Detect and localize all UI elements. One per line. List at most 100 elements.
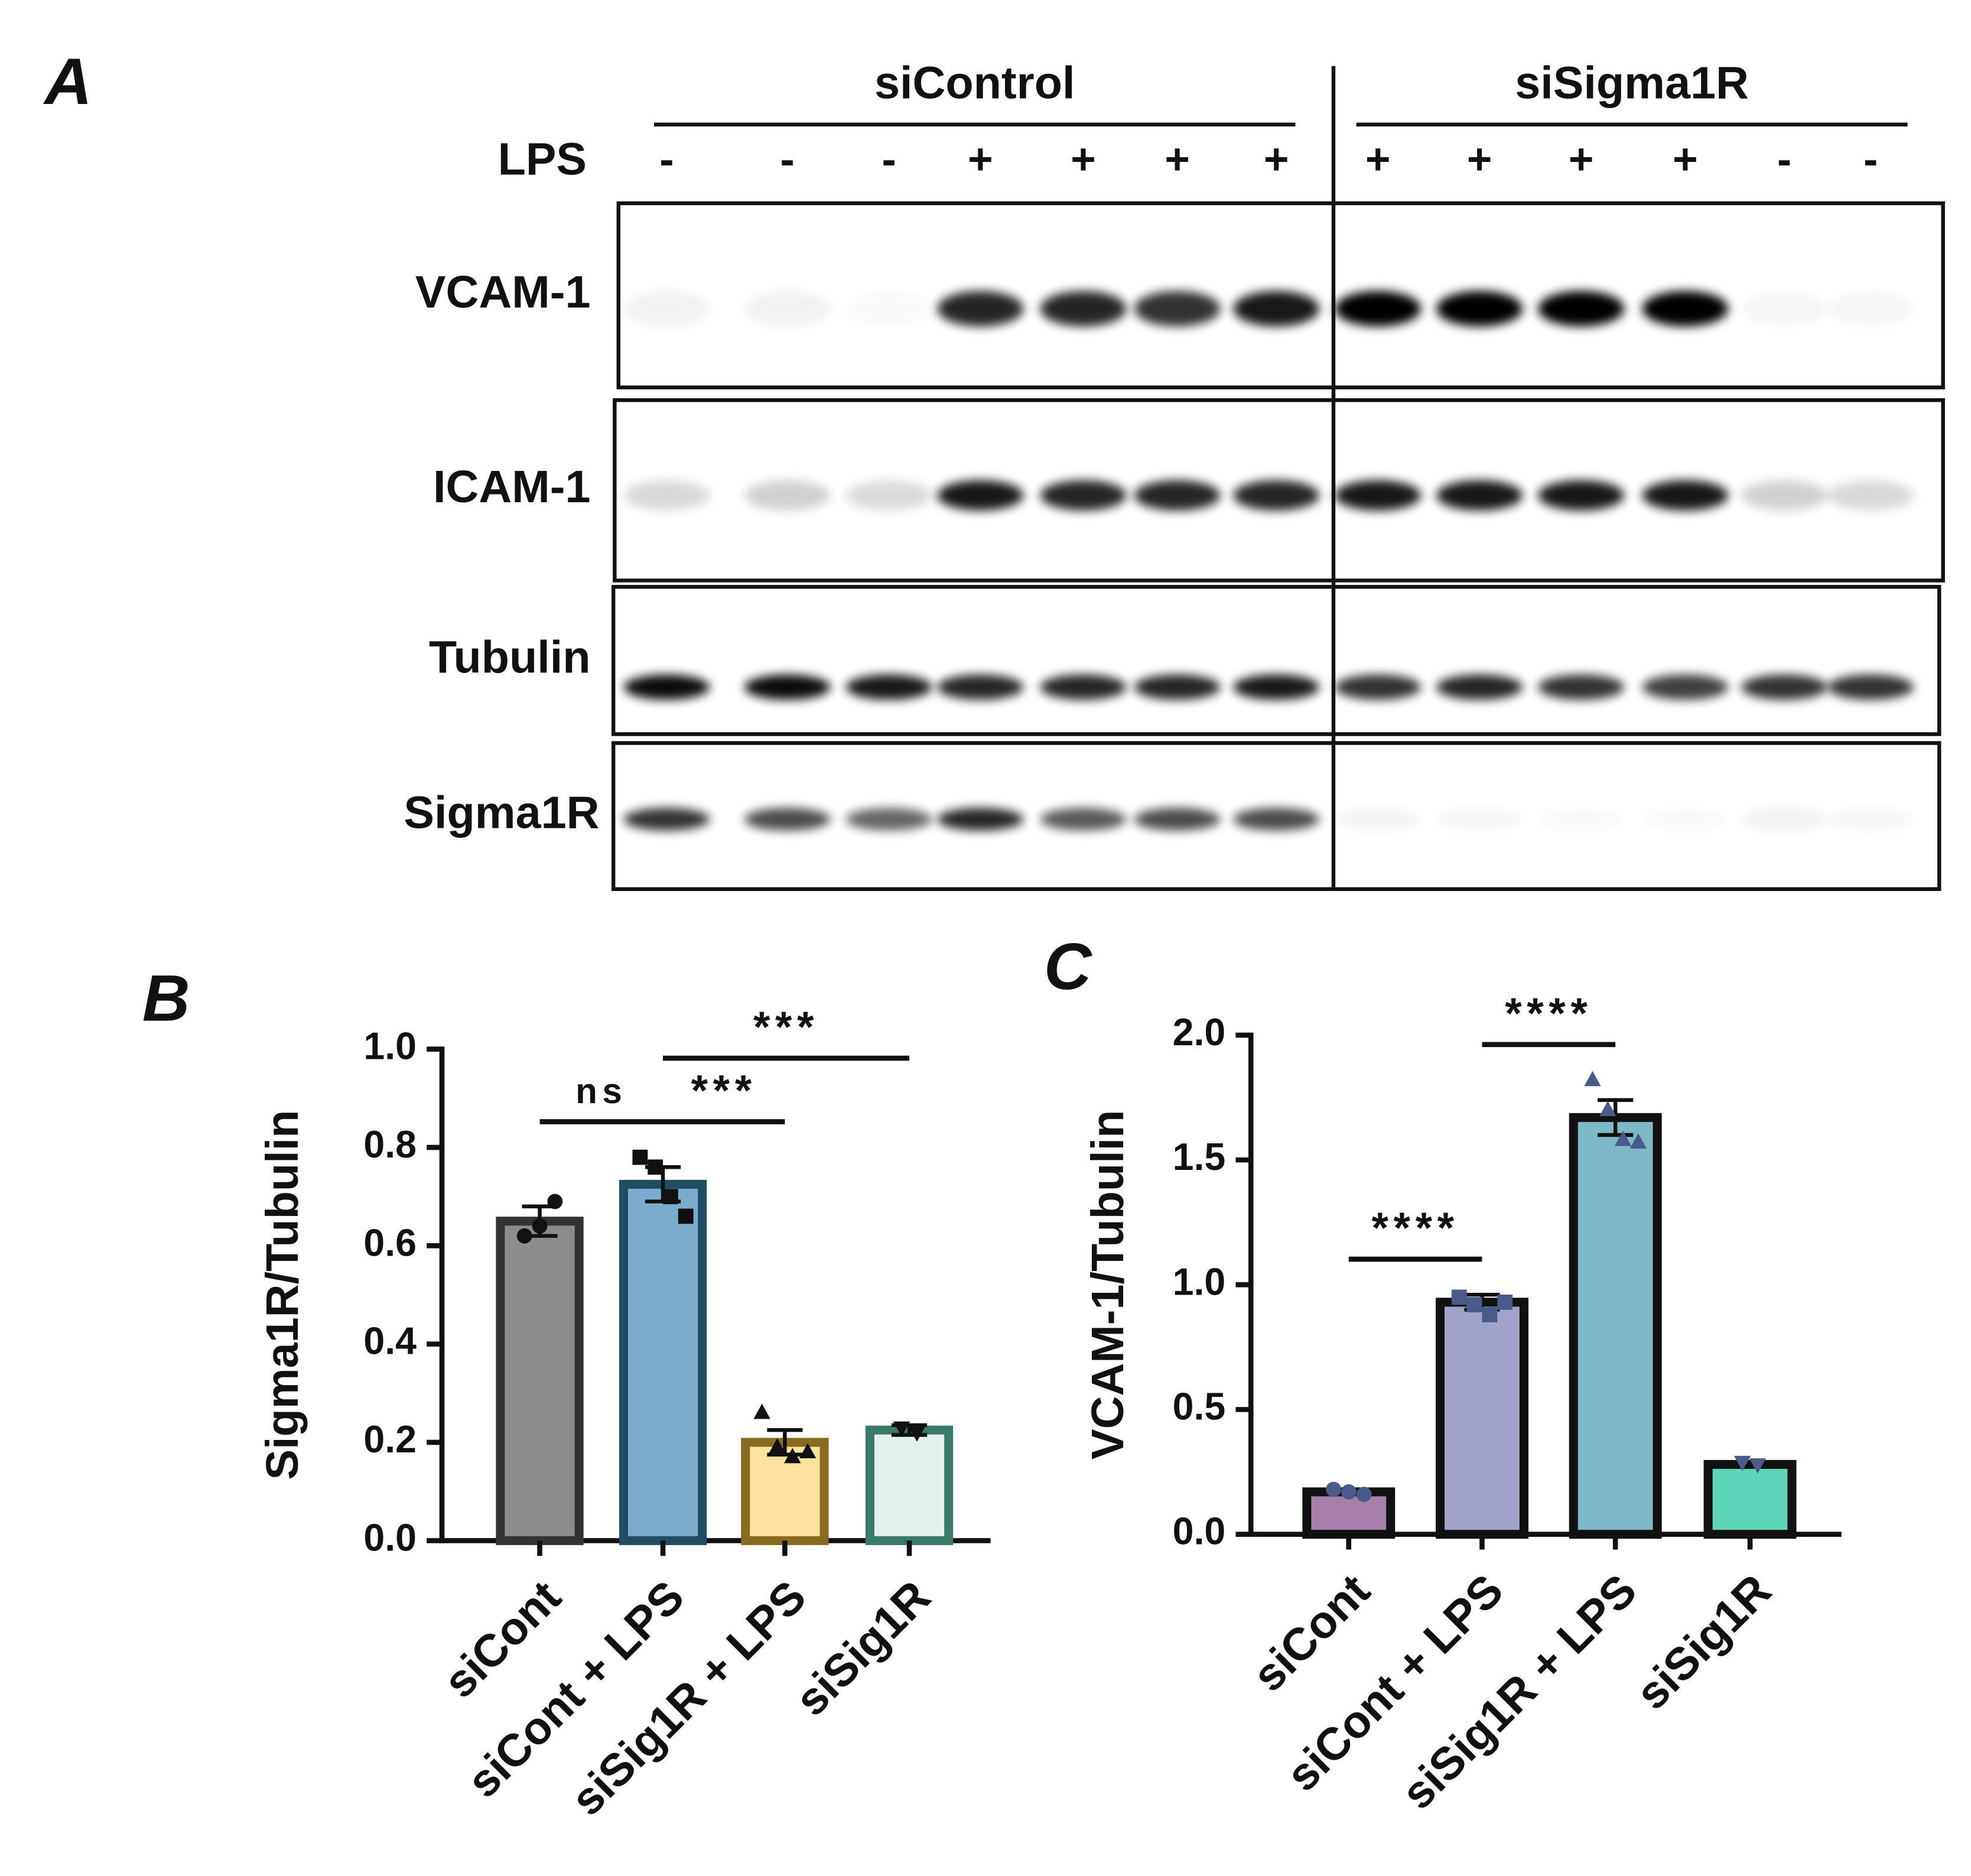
band [937,480,1024,511]
data-point [799,1443,817,1459]
band [1233,480,1320,511]
data-point [784,1448,801,1464]
band [1436,480,1523,511]
y-tick-label: 1.0 [1173,1260,1226,1303]
band [1642,291,1729,327]
band [1827,674,1914,700]
x-tick-label: siSig1R [786,1571,940,1725]
band [937,674,1024,700]
band [1335,291,1422,327]
bar [496,1217,584,1545]
lps-sign: - [882,136,896,184]
data-point [1599,1101,1617,1116]
lps-label: LPS [498,134,587,185]
panel-letter: C [1044,929,1093,1003]
y-tick-label: 0.0 [1173,1510,1226,1553]
row-label: ICAM-1 [433,461,591,512]
band [623,291,710,327]
band [1642,674,1729,700]
row-label: Sigma1R [404,788,599,838]
lps-sign: + [968,136,993,184]
panel-letter: B [142,961,190,1035]
error-bar [1598,1098,1634,1137]
y-axis-title: Sigma1R/Tubulin [257,1110,308,1480]
band [1040,480,1127,511]
band [846,291,932,326]
lps-sign: + [1467,136,1492,184]
data-point [893,1421,910,1437]
data-point [769,1438,786,1454]
band [1233,291,1320,327]
band [1436,808,1523,831]
lps-sign: + [1264,136,1289,184]
data-point [1749,1458,1767,1474]
band [1040,674,1127,700]
band [1335,480,1422,511]
bar [1435,1298,1528,1539]
x-tick-label: siCont + LPS [458,1571,694,1807]
bar [865,1425,954,1545]
lps-sign: - [1863,136,1878,184]
band [937,291,1024,327]
bar [1569,1113,1662,1539]
data-point [648,1159,663,1175]
band [1134,480,1221,511]
data-point [1482,1307,1498,1322]
data-point [547,1194,563,1210]
y-tick-label: 0.6 [363,1221,417,1264]
band [1538,480,1625,511]
band [744,480,831,511]
significance-label: *** [753,1003,819,1051]
band [1335,674,1422,700]
band [1233,808,1320,831]
lps-sign: + [1673,136,1698,184]
band [1134,291,1221,327]
data-point [1733,1455,1751,1471]
x-tick-label: siSig1R + LPS [1392,1565,1646,1819]
band [1436,291,1523,327]
bar [1703,1459,1797,1539]
data-point [1326,1481,1341,1497]
data-point [1451,1289,1467,1305]
data-point [908,1426,926,1442]
band [623,480,710,511]
band [1040,291,1127,327]
band [1741,808,1828,831]
band [623,808,710,831]
band [1134,674,1221,700]
group-label: siSigma1R [1515,58,1749,109]
band [1827,808,1914,831]
y-tick-label: 0.5 [1173,1386,1226,1428]
band [1827,480,1914,511]
group-label: siControl [874,58,1075,109]
blot-panel [611,584,1941,736]
band [845,674,932,700]
data-point [532,1218,548,1234]
data-point [1630,1133,1647,1149]
significance-label: ns [575,1071,627,1111]
band [1040,808,1127,831]
band [937,808,1024,831]
band [1642,480,1729,511]
data-point [516,1228,532,1244]
y-tick-label: 1.5 [1173,1136,1226,1178]
lps-sign: - [659,136,674,184]
lps-sign: + [1165,136,1190,184]
data-point [1614,1130,1632,1146]
row-label: VCAM-1 [415,266,591,317]
significance-label: **** [1505,990,1592,1038]
band [744,291,831,327]
y-tick-label: 0.0 [363,1516,417,1559]
y-axis-title: VCAM-1/Tubulin [1082,1110,1133,1459]
band [1436,674,1523,700]
band [1827,291,1914,326]
significance-label: *** [691,1067,757,1114]
band [845,480,932,511]
y-tick-label: 0.8 [363,1123,417,1166]
lps-sign: - [780,136,795,184]
data-point [663,1189,678,1205]
panel-letter: A [43,44,92,118]
lps-sign: + [1569,136,1594,184]
